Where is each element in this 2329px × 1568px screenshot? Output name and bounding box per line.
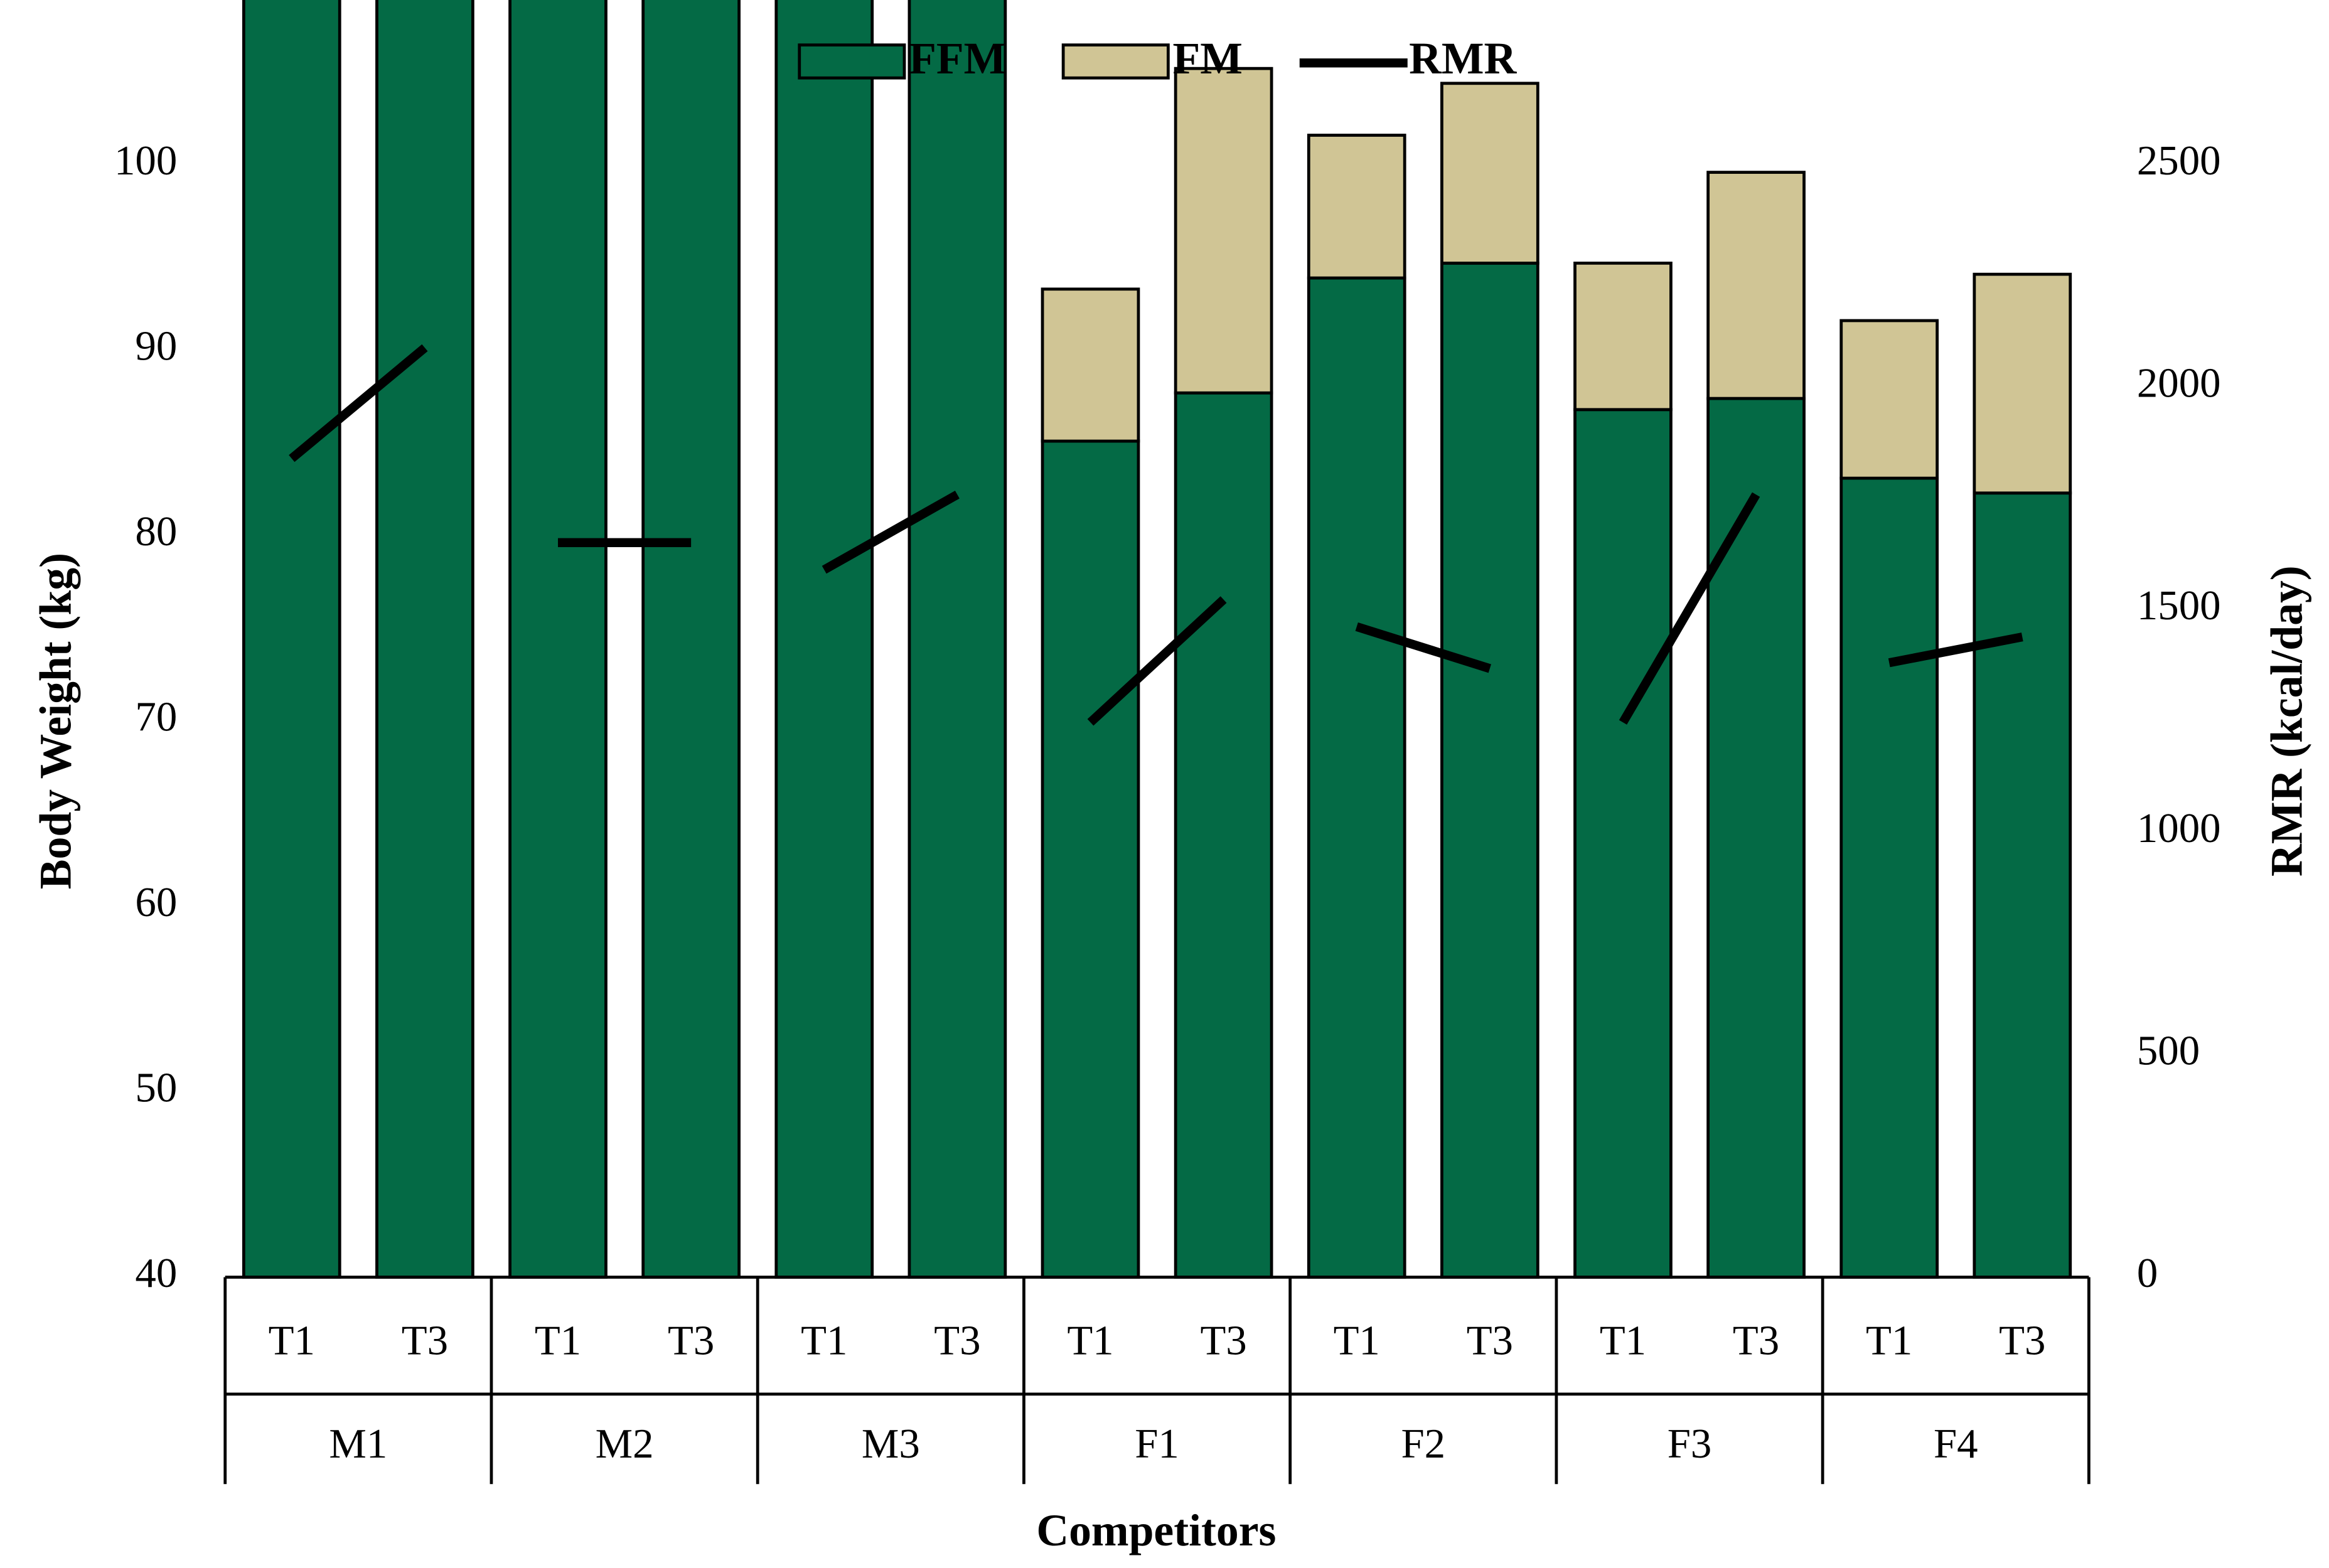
y-tick-label: 80 bbox=[135, 508, 177, 555]
x-tick-label: T3 bbox=[1999, 1317, 2045, 1363]
y-tick-label: 40 bbox=[135, 1250, 177, 1296]
bar-segment bbox=[1041, 287, 1140, 443]
x-tick-label: T3 bbox=[934, 1317, 980, 1363]
x-tick-label: T1 bbox=[1067, 1317, 1113, 1363]
x-tick-label: T3 bbox=[668, 1317, 714, 1363]
legend-swatch bbox=[798, 43, 906, 80]
bar-segment bbox=[1174, 391, 1273, 1279]
bar-segment bbox=[375, 0, 474, 1279]
y2-axis-title: RMR (kcal/day) bbox=[2261, 565, 2311, 877]
bar-segment bbox=[641, 0, 741, 1279]
y2-tick-label: 2000 bbox=[2137, 360, 2221, 407]
y-axis-title: Body Weight (kg) bbox=[30, 553, 80, 889]
y-tick-label: 70 bbox=[135, 694, 177, 740]
legend-label: FFM bbox=[909, 33, 1006, 83]
group-label: M2 bbox=[596, 1421, 654, 1467]
x-axis-title: Competitors bbox=[1036, 1505, 1276, 1555]
rmr-line bbox=[1355, 622, 1491, 673]
group-label: F4 bbox=[1934, 1421, 1978, 1467]
legend-label: RMR bbox=[1409, 33, 1517, 83]
bar-segment bbox=[1573, 408, 1673, 1279]
rmr-line bbox=[1087, 596, 1227, 726]
bar-segment bbox=[1440, 82, 1539, 265]
group-label: F2 bbox=[1401, 1421, 1445, 1467]
bar-segment bbox=[1973, 491, 2072, 1279]
group-label: M3 bbox=[862, 1421, 920, 1467]
y-tick-label: 60 bbox=[135, 879, 177, 925]
x-tick-label: T1 bbox=[1866, 1317, 1912, 1363]
y2-tick-label: 0 bbox=[2137, 1250, 2158, 1296]
y-tick-label: 100 bbox=[114, 137, 177, 184]
bar-segment bbox=[1573, 262, 1673, 412]
bar-segment bbox=[1973, 272, 2072, 495]
group-label: M1 bbox=[329, 1421, 387, 1467]
bar-segment bbox=[508, 0, 608, 1279]
x-tick-label: T1 bbox=[801, 1317, 847, 1363]
bar-segment bbox=[1174, 67, 1273, 395]
bar-segment bbox=[1706, 171, 1806, 400]
x-tick-label: T3 bbox=[1733, 1317, 1779, 1363]
group-label: F3 bbox=[1668, 1421, 1712, 1467]
x-tick-label: T1 bbox=[269, 1317, 315, 1363]
bar-segment bbox=[1307, 134, 1406, 280]
y2-tick-label: 1000 bbox=[2137, 805, 2221, 851]
bar-segment bbox=[242, 0, 341, 1279]
y-tick-label: 50 bbox=[135, 1064, 177, 1111]
group-label: F1 bbox=[1135, 1421, 1179, 1467]
bar-segment bbox=[1706, 397, 1806, 1279]
legend-label: FM bbox=[1173, 33, 1243, 83]
bar-segment bbox=[908, 0, 1007, 1279]
rmr-line bbox=[1619, 492, 1760, 725]
x-tick-label: T3 bbox=[1467, 1317, 1513, 1363]
x-tick-label: T3 bbox=[1200, 1317, 1246, 1363]
y2-tick-label: 1500 bbox=[2137, 582, 2221, 629]
bar-segment bbox=[1839, 319, 1939, 480]
bar-segment bbox=[1307, 276, 1406, 1279]
bar-segment bbox=[774, 0, 874, 1279]
y2-tick-label: 500 bbox=[2137, 1027, 2200, 1074]
rmr-line bbox=[822, 490, 960, 574]
y-tick-label: 90 bbox=[135, 323, 177, 370]
x-tick-label: T1 bbox=[1600, 1317, 1646, 1363]
legend-swatch bbox=[1061, 43, 1170, 80]
rmr-line bbox=[289, 344, 428, 462]
bar-segment bbox=[1440, 262, 1539, 1279]
x-tick-label: T1 bbox=[1334, 1317, 1380, 1363]
bar-segment bbox=[1041, 439, 1140, 1279]
bar-segment bbox=[1839, 476, 1939, 1279]
x-tick-label: T3 bbox=[402, 1317, 448, 1363]
rmr-line bbox=[1888, 632, 2023, 668]
y2-tick-label: 2500 bbox=[2137, 137, 2221, 184]
x-tick-label: T1 bbox=[535, 1317, 581, 1363]
